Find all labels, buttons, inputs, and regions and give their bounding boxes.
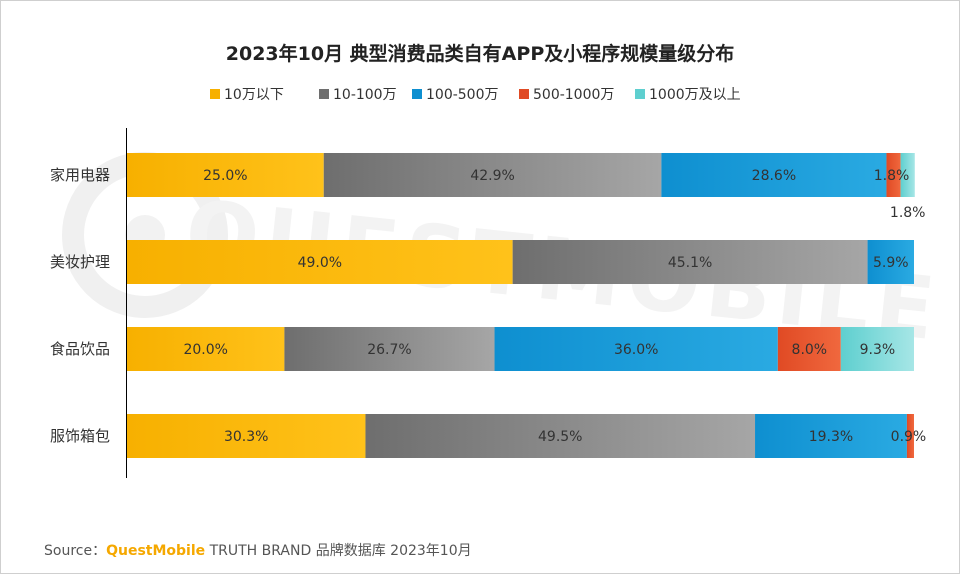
bar-row: 25.0% 42.9% 28.6% 1.8% 1.8%: [127, 153, 925, 221]
legend-item: 10万以下: [210, 87, 284, 103]
data-label: 20.0%: [183, 342, 227, 358]
bar-segment: [127, 153, 324, 197]
category-label: 食品饮品: [50, 340, 110, 358]
legend-label: 500-1000万: [533, 87, 614, 103]
chart-title: 2023年10月 典型消费品类自有APP及小程序规模量级分布: [226, 42, 735, 65]
bar-segment: [906, 414, 914, 458]
bars: 25.0% 42.9% 28.6% 1.8% 1.8% 49.0% 45.1% 5.9% 20.…: [127, 153, 926, 458]
data-label: 30.3%: [224, 429, 268, 445]
data-label: 26.7%: [367, 342, 411, 358]
bar-segment: [661, 153, 887, 197]
legend-label: 1000万及以上: [649, 87, 741, 103]
bar-segment: [900, 153, 915, 197]
data-label: 19.3%: [809, 429, 853, 445]
bar-segment: [323, 153, 662, 197]
data-label: 28.6%: [752, 168, 796, 184]
source-prefix: Source：: [44, 543, 107, 559]
bar-row: 20.0% 26.7% 36.0% 8.0% 9.3%: [127, 327, 914, 371]
legend: 10万以下 10-100万 100-500万 500-1000万 1000万及以上: [210, 87, 741, 103]
data-label: 8.0%: [792, 342, 828, 358]
bar-segment: [867, 240, 914, 284]
data-label: 1.8%: [874, 168, 910, 184]
data-label: 45.1%: [668, 255, 712, 271]
legend-label: 100-500万: [426, 87, 499, 103]
data-label: 25.0%: [203, 168, 247, 184]
legend-swatch: [210, 89, 220, 99]
data-label: 42.9%: [470, 168, 514, 184]
source-rest: TRUTH BRAND 品牌数据库 2023年10月: [205, 543, 472, 559]
source-note: Source：QuestMobile TRUTH BRAND 品牌数据库 202…: [44, 540, 472, 560]
data-label: 49.5%: [538, 429, 582, 445]
legend-label: 10-100万: [333, 87, 397, 103]
bar-segment: [777, 327, 841, 371]
bar-segment: [284, 327, 495, 371]
bar-segment: [365, 414, 756, 458]
bar-segment: [886, 153, 901, 197]
legend-item: 100-500万: [412, 87, 499, 103]
bar-segment: [127, 327, 285, 371]
legend-item: 500-1000万: [519, 87, 614, 103]
category-label: 家用电器: [50, 166, 110, 184]
data-label: 0.9%: [891, 429, 927, 445]
data-label: 36.0%: [614, 342, 658, 358]
bar-segment: [127, 240, 513, 284]
category-label: 美妆护理: [50, 253, 110, 271]
legend-item: 10-100万: [319, 87, 397, 103]
legend-label: 10万以下: [224, 87, 284, 103]
bar-segment: [512, 240, 868, 284]
bar-segment: [494, 327, 778, 371]
legend-swatch: [519, 89, 529, 99]
legend-swatch: [635, 89, 645, 99]
legend-item: 1000万及以上: [635, 87, 741, 103]
legend-swatch: [319, 89, 329, 99]
data-label: 49.0%: [298, 255, 342, 271]
legend-swatch: [412, 89, 422, 99]
data-label: 5.9%: [873, 255, 909, 271]
data-label: 1.8%: [890, 205, 926, 221]
bar-row: 49.0% 45.1% 5.9%: [127, 240, 914, 284]
bar-segment: [127, 414, 366, 458]
bar-segment: [755, 414, 907, 458]
bar-row: 30.3% 49.5% 19.3% 0.9%: [127, 414, 926, 458]
category-label: 服饰箱包: [50, 427, 110, 445]
data-label: 9.3%: [860, 342, 896, 358]
bar-segment: [840, 327, 914, 371]
source-brand: QuestMobile: [106, 543, 206, 559]
